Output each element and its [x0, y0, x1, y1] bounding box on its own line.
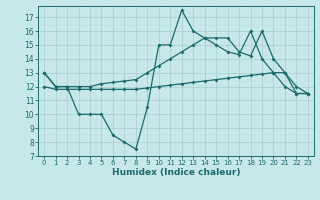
- X-axis label: Humidex (Indice chaleur): Humidex (Indice chaleur): [112, 168, 240, 177]
